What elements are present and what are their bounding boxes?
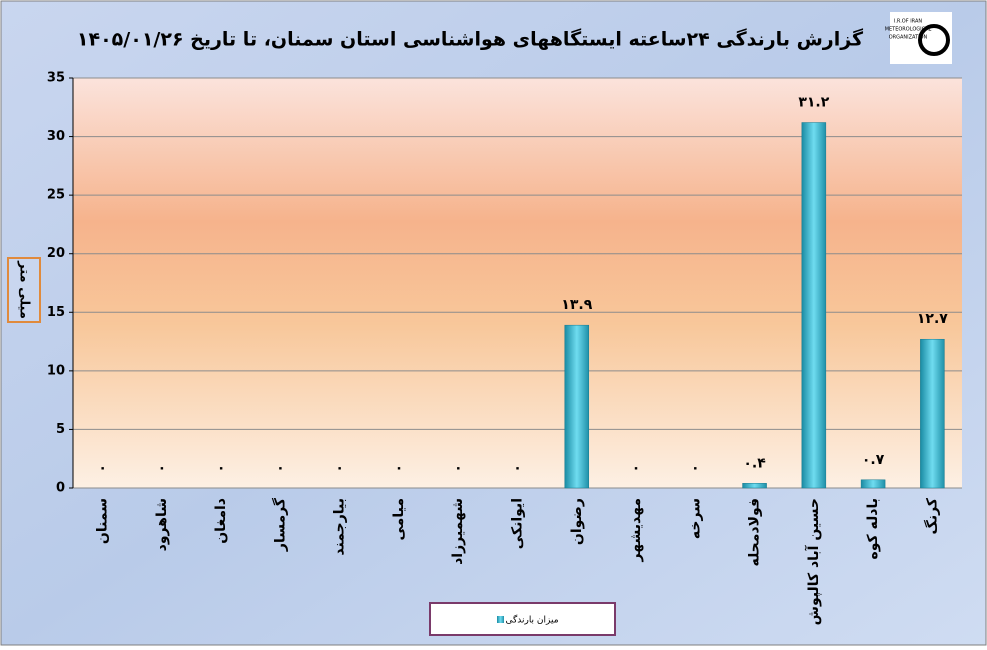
logo: I.R.OF IRAN METEOROLOGICAL ORGANIZATION bbox=[885, 12, 952, 64]
legend-swatch bbox=[497, 616, 504, 623]
bar bbox=[860, 479, 886, 489]
y-tick-label: 15 bbox=[47, 305, 65, 320]
bar bbox=[564, 324, 590, 489]
logo-text: METEOROLOGICAL bbox=[885, 27, 932, 33]
data-label: ۱۳.۹ bbox=[561, 297, 592, 313]
data-label: ۰ bbox=[691, 460, 700, 476]
y-tick-label: 25 bbox=[47, 188, 65, 203]
x-tick-label: شاهرود bbox=[154, 498, 170, 551]
y-tick-label: 5 bbox=[56, 422, 65, 437]
data-label: ۳۱.۲ bbox=[798, 95, 829, 111]
y-tick-label: 35 bbox=[47, 71, 65, 86]
data-label: ۰ bbox=[513, 460, 522, 476]
data-label: ۱۲.۷ bbox=[917, 311, 948, 327]
y-tick-label: 30 bbox=[47, 129, 65, 144]
x-tick-label: حسین آباد کالپوش bbox=[804, 498, 822, 625]
bar bbox=[742, 483, 767, 489]
data-label: ۰ bbox=[632, 460, 641, 476]
data-label: ۰ bbox=[395, 460, 404, 476]
data-label: ۰.۴ bbox=[743, 455, 766, 471]
bar bbox=[801, 122, 827, 489]
legend-label: میزان بارندگی bbox=[505, 614, 558, 626]
x-tick-label: بادله کوه bbox=[865, 498, 881, 560]
x-tick-label: مهدیشهر bbox=[628, 498, 644, 562]
chart-title: گزارش بارندگی ۲۴ساعته ایستگاههای هواشناس… bbox=[77, 28, 864, 51]
x-tick-label: ایوانکی bbox=[510, 498, 526, 549]
data-label: ۰ bbox=[276, 460, 285, 476]
data-label: ۰ bbox=[454, 460, 463, 476]
x-tick-label: سمنان bbox=[95, 498, 111, 544]
x-tick-label: بیارجمند bbox=[332, 498, 348, 556]
data-label: ۰ bbox=[335, 460, 344, 476]
x-tick-label: فولادمحله bbox=[747, 498, 763, 567]
data-label: ۰.۷ bbox=[862, 452, 885, 468]
y-axis-label: میلی متر bbox=[17, 260, 32, 319]
x-tick-label: گرمسار bbox=[271, 497, 288, 552]
x-tick-label: میامی bbox=[391, 498, 407, 540]
x-tick-label: کرنگ bbox=[923, 497, 940, 534]
legend bbox=[429, 602, 616, 636]
y-label-box bbox=[7, 257, 41, 323]
logo-text: I.R.OF IRAN bbox=[894, 19, 923, 25]
x-tick-label: دامغان bbox=[213, 498, 229, 544]
logo-mark bbox=[918, 24, 950, 56]
y-tick-label: 10 bbox=[47, 363, 65, 378]
bar bbox=[920, 338, 945, 489]
logo-text: ORGANIZATION bbox=[889, 35, 928, 41]
plot-area bbox=[73, 78, 962, 488]
data-label: ۰ bbox=[158, 460, 167, 476]
x-tick-label: سرخه bbox=[687, 498, 703, 539]
data-label: ۰ bbox=[217, 460, 226, 476]
x-tick-label: رضوان bbox=[569, 498, 585, 545]
y-tick-label: 0 bbox=[56, 481, 65, 496]
x-tick-label: شهمیرزاد bbox=[450, 498, 466, 565]
y-tick-label: 20 bbox=[47, 246, 65, 261]
data-label: ۰ bbox=[98, 460, 107, 476]
